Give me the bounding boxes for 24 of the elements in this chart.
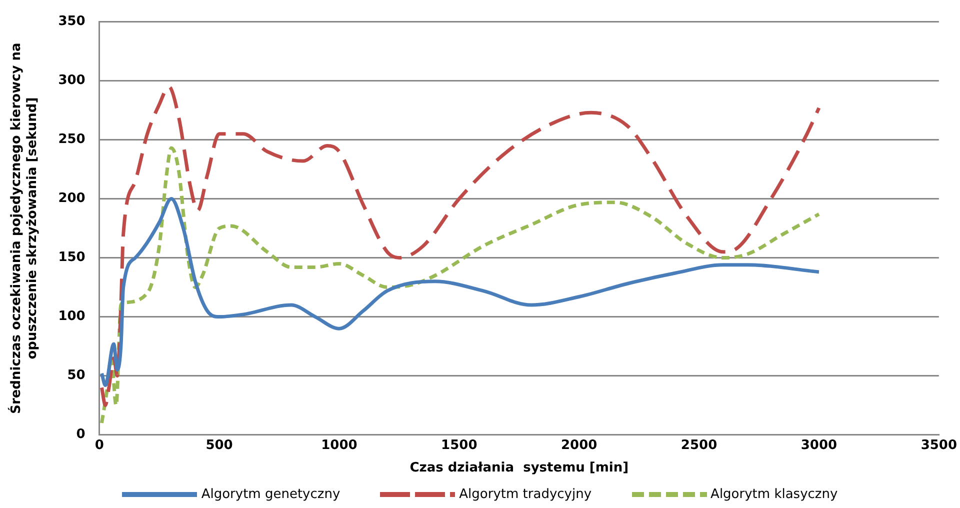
x-tick-label: 3000 <box>800 438 838 453</box>
y-tick-label: 350 <box>58 14 86 30</box>
legend-label: Algorytm tradycyjny <box>459 486 592 502</box>
x-axis-title: Czas działania systemu [min] <box>410 460 629 476</box>
y-tick-label: 300 <box>58 73 86 88</box>
line-series <box>100 146 821 425</box>
legend-label: Algorytm genetyczny <box>201 486 340 502</box>
x-tick-label: 0 <box>94 438 104 453</box>
x-tick-label: 2500 <box>680 438 718 453</box>
x-tick-label: 2000 <box>561 438 598 453</box>
line-series <box>100 84 821 408</box>
y-tick-label: 100 <box>58 309 86 324</box>
x-tick-label: 500 <box>206 438 233 453</box>
line-series <box>100 197 821 387</box>
y-tick-label: 0 <box>76 427 86 442</box>
x-tick-label: 3500 <box>920 438 958 453</box>
legend-label: Algorytm klasyczny <box>710 486 838 502</box>
y-tick-label: 150 <box>58 250 86 266</box>
y-axis-title: Średniczas oczekiwania pojedycznego kierowcy na opuszczenie skrzyżowania [sekund] <box>7 42 40 414</box>
y-tick-label: 50 <box>67 368 86 384</box>
y-tick-label: 200 <box>58 191 86 206</box>
x-tick-label: 1000 <box>321 438 358 453</box>
x-tick-label: 1500 <box>441 438 478 453</box>
y-tick-label: 250 <box>58 132 86 148</box>
